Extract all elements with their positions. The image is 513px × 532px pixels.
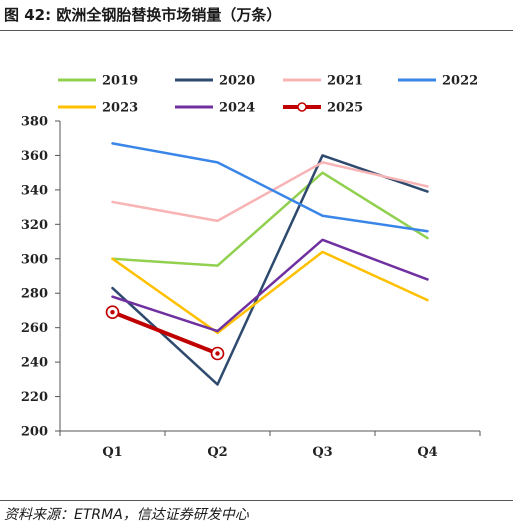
- legend-label: 2022: [442, 74, 478, 89]
- y-tick-label: 220: [21, 390, 48, 405]
- figure-title: 图 42: 欧洲全钢胎替换市场销量（万条）: [4, 6, 282, 24]
- series-line-2022: [111, 142, 429, 233]
- x-tick-label: Q3: [312, 445, 332, 460]
- y-tick-label: 300: [21, 252, 48, 267]
- data-point-dot-2025: [215, 351, 220, 356]
- legend-item-2022: 2022: [398, 74, 478, 89]
- y-tick-label: 280: [21, 287, 48, 302]
- series-line-2025: [110, 310, 220, 356]
- legend-item-2025: 2025: [283, 101, 363, 116]
- legend-label: 2021: [327, 74, 363, 89]
- line-chart: 2019 2020 2021 2022 2023 2024 2025 200 220 240 26…: [21, 74, 481, 460]
- y-tick-label: 340: [21, 183, 48, 198]
- y-tick-label: 240: [21, 356, 48, 371]
- legend-marker: [297, 102, 307, 112]
- y-tick-label: 360: [21, 149, 48, 164]
- series-line-2019: [111, 171, 429, 267]
- legend-item-2024: 2024: [175, 101, 255, 116]
- legend-item-2020: 2020: [175, 74, 255, 89]
- x-tick-label: Q2: [207, 445, 227, 460]
- y-tick-label: 260: [21, 321, 48, 336]
- legend-item-2023: 2023: [58, 101, 138, 116]
- y-tick-label: 380: [21, 115, 48, 130]
- title-divider: [0, 30, 513, 31]
- series-line-2021: [111, 161, 429, 223]
- legend-label: 2024: [219, 101, 255, 116]
- legend-label: 2020: [219, 74, 255, 89]
- legend: 2019 2020 2021 2022 2023 2024 2025: [58, 74, 478, 116]
- legend-label: 2023: [102, 101, 138, 116]
- x-tick-label: Q4: [417, 445, 437, 460]
- legend-label: 2025: [327, 101, 363, 116]
- data-point-dot-2025: [110, 309, 115, 315]
- source-divider: [0, 500, 513, 501]
- legend-item-2019: 2019: [58, 74, 138, 89]
- series-line-2024: [111, 238, 429, 333]
- source-note: 资料来源：ETRMA，信达证券研发中心: [4, 507, 249, 523]
- legend-label: 2019: [102, 74, 138, 89]
- axes: 200 220 240 260 280 300 320 340 360 380 Q1 Q2 Q3 Q4: [21, 115, 481, 460]
- series-line-2023: [111, 250, 429, 335]
- y-tick-label: 320: [21, 218, 48, 233]
- y-tick-label: 200: [21, 425, 48, 440]
- x-tick-label: Q1: [102, 445, 122, 460]
- legend-item-2021: 2021: [283, 74, 363, 89]
- plot-area: [105, 142, 429, 386]
